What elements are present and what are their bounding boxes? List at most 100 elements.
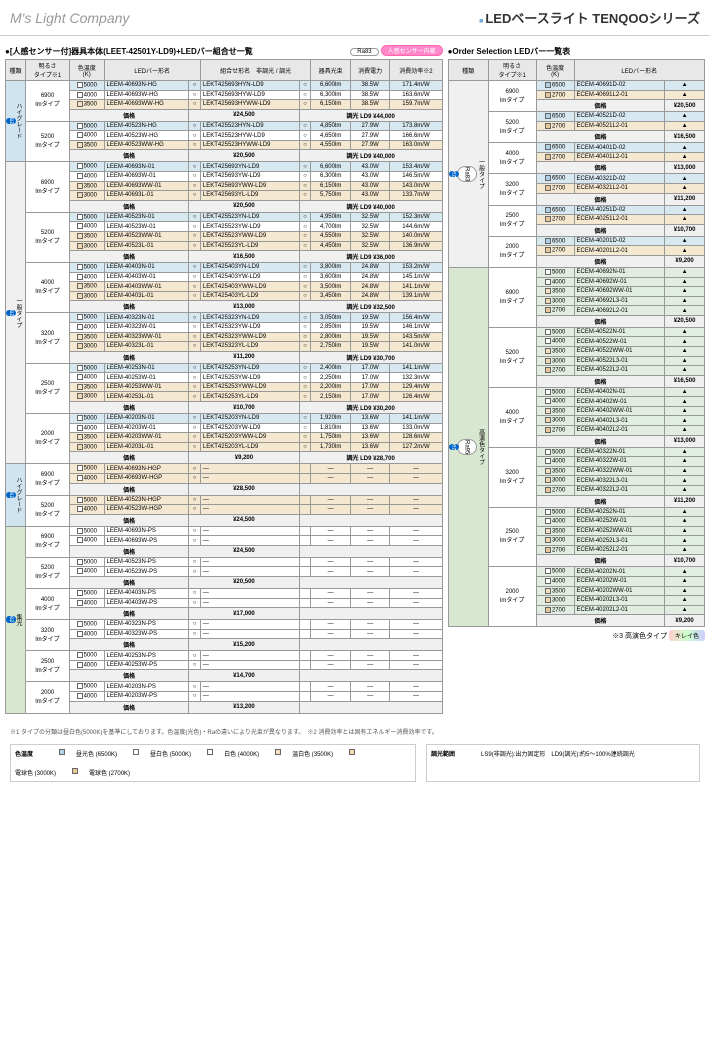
brightness-cell: 6900lmタイプ: [26, 81, 70, 122]
brightness-cell: 6900lmタイプ: [26, 162, 70, 212]
price-row: 価格¥11,200調光 LD9 ¥30,700: [6, 351, 443, 363]
price-row: 価格¥24,500: [6, 545, 443, 557]
price-row: 価格¥13,000調光 LD9 ¥32,500: [6, 301, 443, 313]
table-row: 3500LEEM-40523WW-HG○LEKT425523HYWW-LD9○4…: [6, 140, 443, 150]
table-row: 3500LEEM-40523WW-01○LEKT425523YWW-LD9○4,…: [6, 231, 443, 241]
price-row: 価格¥10,700調光 LD9 ¥30,200: [6, 402, 443, 414]
table-row: 4000LEEM-40253W-01○LEKT425253YW-LD9○2,25…: [6, 373, 443, 383]
table-row: 2000lmタイプ5000LEEM-40203N-PS○————: [6, 682, 443, 692]
brightness-cell: 2500lmタイプ: [26, 363, 70, 413]
price-row: 価格¥24,500: [6, 514, 443, 526]
table-row: 3000LEEM-40323L-01○LEKT425323YL-LD9○2,75…: [6, 342, 443, 352]
brightness-cell: 3200lmタイプ: [26, 313, 70, 363]
th-bright: 明るさタイプ※1: [488, 60, 536, 81]
table-row: 3500LEEM-40203WW-01○LEKT425203YWW-LD9○1,…: [6, 433, 443, 443]
table-row: 5200lmタイプ5000LEEM-40523N-PS○————: [6, 557, 443, 567]
price-row: 価格¥17,000: [6, 608, 443, 620]
table-row: 3200lmタイプ5000LEEM-40323N-PS○————: [6, 620, 443, 630]
category-cell: 一般タイプRa83ez: [448, 81, 488, 268]
brightness-cell: 5200lmタイプ: [26, 557, 70, 588]
brightness-cell: 3200lmタイプ: [26, 620, 70, 651]
brightness-cell: 3200lmタイプ: [488, 447, 536, 507]
price-row: 価格¥24,500調光 LD9 ¥44,000: [6, 109, 443, 121]
table-row: 3500LEEM-40403WW-01○LEKT425403YWW-LD9○3,…: [6, 282, 443, 292]
brightness-cell: 5200lmタイプ: [26, 495, 70, 526]
brightness-cell: 5200lmタイプ: [26, 212, 70, 262]
table-row: 4000LEEM-40693W-HG○LEKT425693HYW-LD9○6,3…: [6, 90, 443, 100]
table-row: 4000LEEM-40693W-01○LEKT425693YW-LD9○6,30…: [6, 172, 443, 182]
table-row: 4000lmタイプ5000LEEM-40403N-01○LEKT425403YN…: [6, 263, 443, 273]
table-row: 3200lmタイプ5000LEEM-40323N-01○LEKT425323YN…: [6, 313, 443, 323]
th-bar: LEDバー形名: [104, 60, 200, 81]
page-title: ■ LEDベースライト TENQOOシリーズ: [479, 8, 700, 27]
brightness-cell: 2000lmタイプ: [488, 236, 536, 267]
table-row: 2000lmタイプ5000LEEM-40203N-01○LEKT425203YN…: [6, 414, 443, 424]
price-row: 価格¥16,500調光 LD9 ¥36,000: [6, 251, 443, 263]
th-temp: 色温度(K): [70, 60, 105, 81]
th-combo: 組合せ形名 非調光 / 調光: [200, 60, 311, 81]
price-row: 価格¥20,500調光 LD9 ¥40,000: [6, 150, 443, 162]
table-row: 3000LEEM-40203L-01○LEKT425203YL-LD9○1,73…: [6, 442, 443, 452]
brightness-cell: 3200lmタイプ: [488, 174, 536, 205]
brightness-cell: 2000lmタイプ: [26, 414, 70, 464]
right-section-title: ●Order Selection LEDバー一覧表: [448, 46, 705, 57]
table-row: 5200lmタイプ5000LEEM-40523N-HGP○————: [6, 495, 443, 505]
brightness-cell: 5200lmタイプ: [26, 121, 70, 162]
th-temp: 色温度(K): [536, 60, 574, 81]
table-row: 4000LEEM-40523W-01○LEKT425523YW-LD9○4,70…: [6, 222, 443, 232]
price-row: 価格¥13,200: [6, 701, 443, 713]
table-row: 集光ez6900lmタイプ5000LEEM-40693N-PS○————: [6, 526, 443, 536]
table-row: ハイグレードez6900lmタイプ5000LEEM-40693N-HG○LEKT…: [6, 81, 443, 91]
brightness-cell: 4000lmタイプ: [488, 143, 536, 174]
table-row: 4000LEEM-40523W-HG○LEKT425523HYW-LD9○4,6…: [6, 131, 443, 141]
table-row: 3000LEEM-40693L-01○LEKT425693YL-LD9○5,75…: [6, 191, 443, 201]
sensor-badge: 人感センサー内蔵: [381, 45, 443, 56]
table-row: 高演色タイプRa95ez6900lmタイプ5000ECEM-40692N-01▲: [448, 267, 704, 277]
brightness-cell: 4000lmタイプ: [26, 588, 70, 619]
category-cell: ハイグレードez: [6, 464, 26, 526]
brightness-cell: 6900lmタイプ: [488, 267, 536, 327]
left-section-title: ●[人感センサー付]器具本体(LEET-42501Y-LD9)+LEDバー組合せ…: [5, 46, 253, 57]
category-cell: ハイグレードez: [6, 81, 26, 162]
table-row: 5200lmタイプ5000LEEM-40523N-HG○LEKT425523HY…: [6, 121, 443, 131]
table-row: 一般タイプez6900lmタイプ5000LEEM-40693N-01○LEKT4…: [6, 162, 443, 172]
category-cell: 集光ez: [6, 526, 26, 713]
table-row: 4000LEEM-40323W-01○LEKT425323YW-LD9○2,85…: [6, 322, 443, 332]
price-row: 価格¥15,200: [6, 639, 443, 651]
table-row: 4000LEEM-40403W-01○LEKT425403YW-LD9○3,60…: [6, 272, 443, 282]
table-row: 2500lmタイプ5000LEEM-40253N-PS○————: [6, 651, 443, 661]
table-row: 4000LEEM-40203W-PS○————: [6, 692, 443, 702]
left-table: 種類明るさタイプ※1色温度(K)LEDバー形名組合せ形名 非調光 / 調光器具光…: [5, 59, 443, 714]
table-row: 4000LEEM-40693W-PS○————: [6, 536, 443, 546]
brightness-cell: 6900lmタイプ: [26, 464, 70, 495]
color-legend: 色温度 昼光色 (6500K) 昼白色 (5000K) 白色 (4000K) 温…: [10, 744, 416, 782]
table-row: 4000LEEM-40523W-PS○————: [6, 567, 443, 577]
brightness-cell: 6900lmタイプ: [488, 81, 536, 112]
table-row: ハイグレードez6900lmタイプ5000LEEM-40693N-HGP○———…: [6, 464, 443, 474]
table-row: 一般タイプRa83ez6900lmタイプ6500ECEM-40691D-02▲: [448, 81, 704, 91]
table-row: 3500LEEM-40693WW-01○LEKT425693YWW-LD9○6,…: [6, 181, 443, 191]
th-power: 消費電力: [350, 60, 389, 81]
th-eff: 消費効率※2: [390, 60, 442, 81]
table-row: 3500LEEM-40323WW-01○LEKT425323YWW-LD9○2,…: [6, 332, 443, 342]
table-row: 4000LEEM-40523W-HGP○————: [6, 505, 443, 515]
table-row: 3500LEEM-40253WW-01○LEKT425253YWW-LD9○2,…: [6, 382, 443, 392]
th-kind: 種類: [448, 60, 488, 81]
table-row: 4000LEEM-40403W-PS○————: [6, 598, 443, 608]
table-row: 4000LEEM-40323W-PS○————: [6, 629, 443, 639]
brightness-cell: 2500lmタイプ: [26, 651, 70, 682]
table-row: 3500LEEM-40693WW-HG○LEKT425693HYWW-LD9○6…: [6, 100, 443, 110]
brightness-cell: 4000lmタイプ: [26, 263, 70, 313]
price-row: 価格¥20,500: [6, 576, 443, 588]
brightness-cell: 5200lmタイプ: [488, 112, 536, 143]
price-row: 価格¥14,700: [6, 670, 443, 682]
table-row: 4000lmタイプ5000LEEM-40403N-PS○————: [6, 588, 443, 598]
ra-badge: Ra83: [350, 48, 378, 56]
th-bright: 明るさタイプ※1: [26, 60, 70, 81]
note1: ※1 タイプの分類は昼白色(5000K)を基準にしております。色温度(光色)・R…: [10, 727, 700, 736]
brightness-cell: 6900lmタイプ: [26, 526, 70, 557]
price-row: 価格¥20,500調光 LD9 ¥40,000: [6, 200, 443, 212]
dim-legend: 調光範囲 LS9(非調光):出力固定形 LD9(調光):約5〜100%連続調光: [426, 744, 700, 782]
brand: M's Light Company: [10, 10, 129, 26]
right-table: 種類明るさタイプ※1色温度(K)LEDバー形名一般タイプRa83ez6900lm…: [448, 59, 705, 627]
